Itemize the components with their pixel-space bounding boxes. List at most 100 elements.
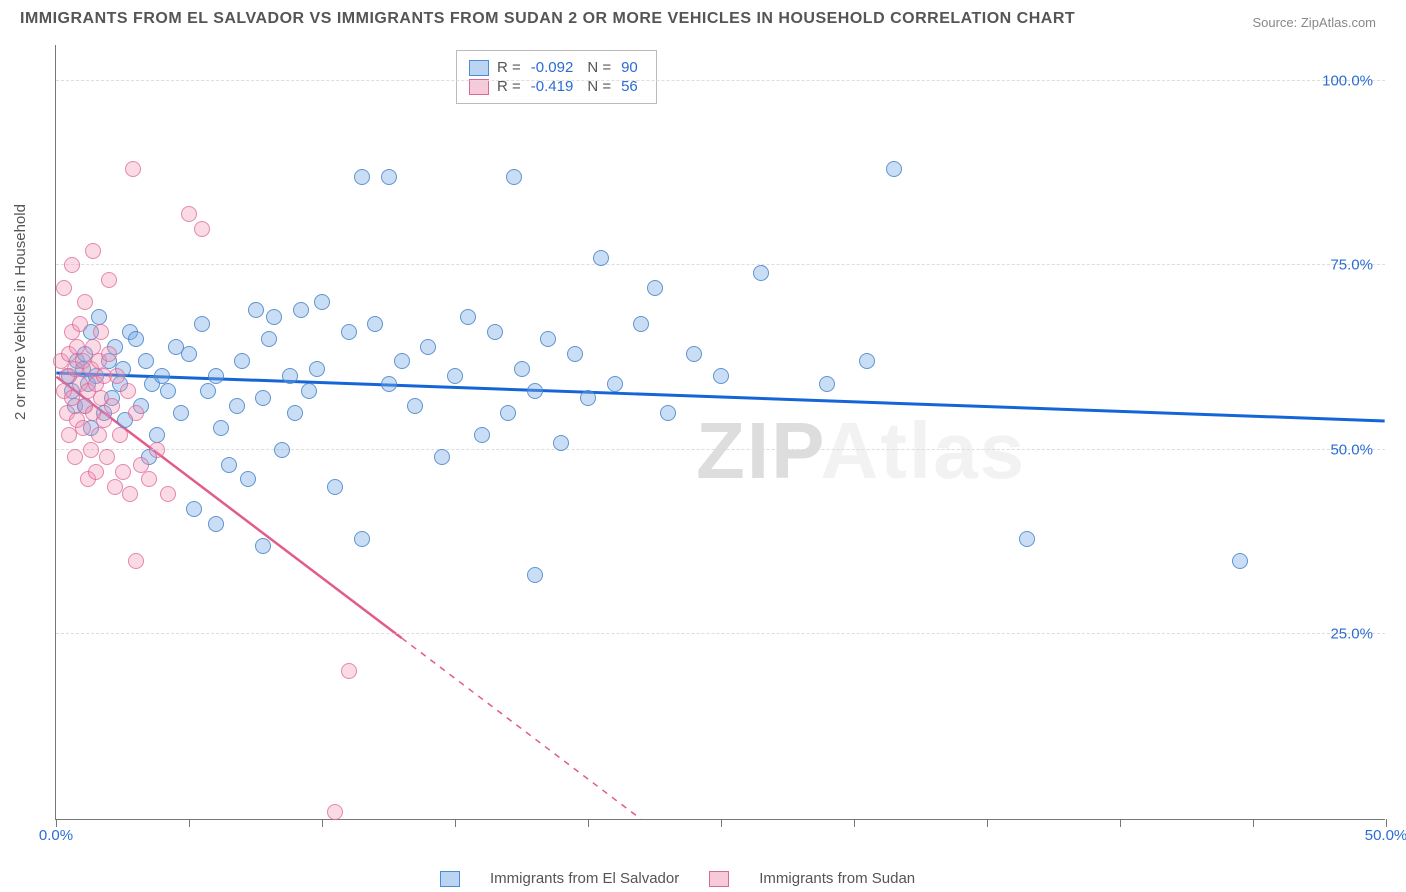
data-point bbox=[434, 449, 450, 465]
data-point bbox=[149, 427, 165, 443]
data-point bbox=[77, 294, 93, 310]
data-point bbox=[367, 316, 383, 332]
data-point bbox=[407, 398, 423, 414]
data-point bbox=[686, 346, 702, 362]
source-label: Source: ZipAtlas.com bbox=[1252, 15, 1376, 30]
data-point bbox=[133, 457, 149, 473]
data-point bbox=[56, 280, 72, 296]
data-point bbox=[221, 457, 237, 473]
data-point bbox=[301, 383, 317, 399]
data-point bbox=[128, 331, 144, 347]
data-point bbox=[91, 427, 107, 443]
n-label: N = bbox=[587, 59, 611, 76]
data-point bbox=[474, 427, 490, 443]
data-point bbox=[500, 405, 516, 421]
data-point bbox=[859, 353, 875, 369]
plot-area: ZIPAtlas R = -0.092 N = 90 R = -0.419 N … bbox=[55, 45, 1385, 820]
data-point bbox=[104, 398, 120, 414]
data-point bbox=[460, 309, 476, 325]
data-point bbox=[112, 427, 128, 443]
data-point bbox=[85, 243, 101, 259]
data-point bbox=[713, 368, 729, 384]
data-point bbox=[208, 368, 224, 384]
watermark: ZIPAtlas bbox=[696, 405, 1026, 497]
n-value-1: 90 bbox=[621, 59, 638, 76]
data-point bbox=[107, 479, 123, 495]
data-point bbox=[149, 442, 165, 458]
data-point bbox=[67, 449, 83, 465]
data-point bbox=[154, 368, 170, 384]
data-point bbox=[506, 169, 522, 185]
data-point bbox=[255, 538, 271, 554]
data-point bbox=[64, 257, 80, 273]
data-point bbox=[487, 324, 503, 340]
swatch-blue-icon bbox=[469, 60, 489, 76]
y-tick-label: 75.0% bbox=[1330, 257, 1373, 274]
data-point bbox=[181, 206, 197, 222]
r-value-1: -0.092 bbox=[531, 59, 574, 76]
data-point bbox=[99, 449, 115, 465]
data-point bbox=[208, 516, 224, 532]
data-point bbox=[200, 383, 216, 399]
data-point bbox=[274, 442, 290, 458]
data-point bbox=[96, 412, 112, 428]
data-point bbox=[607, 376, 623, 392]
data-point bbox=[354, 531, 370, 547]
data-point bbox=[229, 398, 245, 414]
data-point bbox=[115, 464, 131, 480]
r-label: R = bbox=[497, 59, 521, 76]
data-point bbox=[540, 331, 556, 347]
data-point bbox=[91, 309, 107, 325]
data-point bbox=[173, 405, 189, 421]
data-point bbox=[93, 324, 109, 340]
data-point bbox=[886, 161, 902, 177]
trend-lines bbox=[56, 45, 1385, 819]
series-legend: Immigrants from El Salvador Immigrants f… bbox=[440, 870, 915, 887]
data-point bbox=[186, 501, 202, 517]
data-point bbox=[75, 420, 91, 436]
data-point bbox=[633, 316, 649, 332]
data-point bbox=[128, 405, 144, 421]
data-point bbox=[266, 309, 282, 325]
data-point bbox=[647, 280, 663, 296]
data-point bbox=[261, 331, 277, 347]
data-point bbox=[593, 250, 609, 266]
data-point bbox=[101, 272, 117, 288]
stats-row-1: R = -0.092 N = 90 bbox=[469, 59, 644, 76]
data-point bbox=[141, 471, 157, 487]
data-point bbox=[122, 486, 138, 502]
data-point bbox=[341, 324, 357, 340]
data-point bbox=[327, 804, 343, 820]
data-point bbox=[314, 294, 330, 310]
data-point bbox=[101, 346, 117, 362]
data-point bbox=[514, 361, 530, 377]
data-point bbox=[88, 464, 104, 480]
data-point bbox=[527, 567, 543, 583]
stats-legend: R = -0.092 N = 90 R = -0.419 N = 56 bbox=[456, 50, 657, 104]
data-point bbox=[248, 302, 264, 318]
data-point bbox=[72, 316, 88, 332]
data-point bbox=[160, 486, 176, 502]
series-1-name: Immigrants from El Salvador bbox=[490, 870, 679, 887]
data-point bbox=[327, 479, 343, 495]
y-axis-label: 2 or more Vehicles in Household bbox=[12, 204, 29, 420]
data-point bbox=[309, 361, 325, 377]
data-point bbox=[213, 420, 229, 436]
data-point bbox=[69, 339, 85, 355]
y-tick-label: 100.0% bbox=[1322, 72, 1373, 89]
data-point bbox=[120, 383, 136, 399]
data-point bbox=[354, 169, 370, 185]
data-point bbox=[160, 383, 176, 399]
series-2-name: Immigrants from Sudan bbox=[759, 870, 915, 887]
data-point bbox=[567, 346, 583, 362]
data-point bbox=[527, 383, 543, 399]
data-point bbox=[394, 353, 410, 369]
x-tick-label: 50.0% bbox=[1365, 827, 1406, 844]
data-point bbox=[181, 346, 197, 362]
data-point bbox=[194, 221, 210, 237]
data-point bbox=[341, 663, 357, 679]
data-point bbox=[255, 390, 271, 406]
data-point bbox=[138, 353, 154, 369]
data-point bbox=[420, 339, 436, 355]
data-point bbox=[660, 405, 676, 421]
